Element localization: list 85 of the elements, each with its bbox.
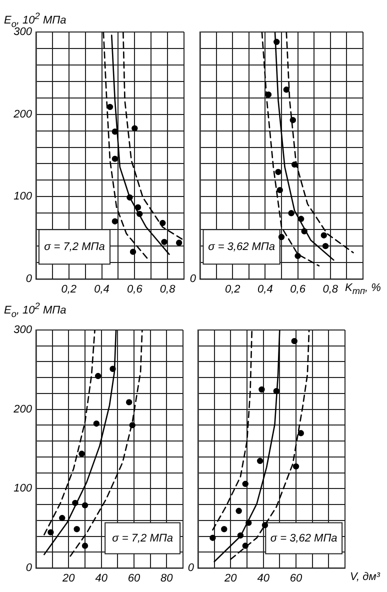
x-tick-label: 0,2 [61,284,77,296]
point [112,156,118,162]
point [48,529,54,536]
x-tick-label: 0,8 [160,284,176,296]
text: 0 [188,562,195,574]
point [291,161,298,168]
x-tick-label: 20 [224,572,238,585]
annotation: σ = 7,2 МПа [44,240,105,253]
point [273,388,280,394]
point [278,234,285,240]
point [59,514,66,522]
point [132,125,138,132]
point [298,430,304,436]
point [136,210,143,218]
annotation: σ = 3,62 МПа [270,532,338,544]
point [256,458,264,464]
y-tick-label: 300 [14,324,33,336]
y-tick-label: 200 [12,108,33,120]
x-tick-label: 0,6 [290,284,306,296]
point [221,526,228,532]
point [160,220,166,226]
x-tick-label: 0,4 [258,284,273,296]
x-tick-label: 0,4 [94,284,110,296]
x-tick-label: 20 [62,572,76,585]
point [161,238,168,246]
point [246,520,252,526]
y-tick-label: 300 [14,26,33,38]
point [322,242,329,250]
x-axis-title: V, дм³ [350,571,380,584]
point [112,218,118,224]
point [294,252,301,260]
point [265,91,272,98]
x-tick-label: 80 [160,572,174,585]
point [93,420,100,427]
point [112,128,118,135]
point [176,240,182,246]
line-series [44,330,96,536]
text: 0 [190,273,197,286]
annotation: σ = 7,2 МПа [112,532,173,544]
point [110,366,116,372]
point [130,248,136,255]
x-tick-label: 0,2 [224,284,240,296]
point [126,399,132,406]
point [129,422,136,428]
point [291,338,298,344]
point [288,210,294,216]
point [290,116,296,124]
x-tick-label: 40 [257,572,270,585]
point [242,542,248,549]
point [210,534,216,541]
point [82,502,88,508]
point [237,532,244,539]
y-tick-label: 200 [12,403,33,416]
y-tick-label: 0 [26,562,33,574]
point [292,463,300,470]
point [134,204,142,210]
point [276,186,283,194]
point [94,372,102,380]
point [82,542,88,549]
point [74,526,80,532]
point [298,216,304,222]
x-tick-label: 60 [290,572,303,585]
point [106,104,114,110]
annotation: σ = 3,62 МПа [208,240,276,253]
y-tick-label: 100 [14,482,33,495]
y-tick-label: 100 [14,190,33,203]
point [262,522,268,528]
point [126,194,133,201]
y-axis-title: E$_{o}$, 10$^{2}$ МПа [4,300,66,321]
point [242,480,248,488]
x-axis-title: K$_{тп}$, % [345,282,381,298]
point [301,228,308,234]
x-tick-label: 60 [128,572,141,585]
y-tick-label: 0 [26,273,33,286]
x-tick-label: 0,8 [322,284,339,296]
point [78,450,85,457]
point [72,500,78,506]
x-tick-label: 0,6 [127,284,144,296]
point [258,386,265,393]
point [274,38,280,45]
point [275,168,282,176]
point [236,508,242,514]
point [283,86,290,93]
x-tick-label: 40 [95,572,108,585]
point [320,232,327,238]
